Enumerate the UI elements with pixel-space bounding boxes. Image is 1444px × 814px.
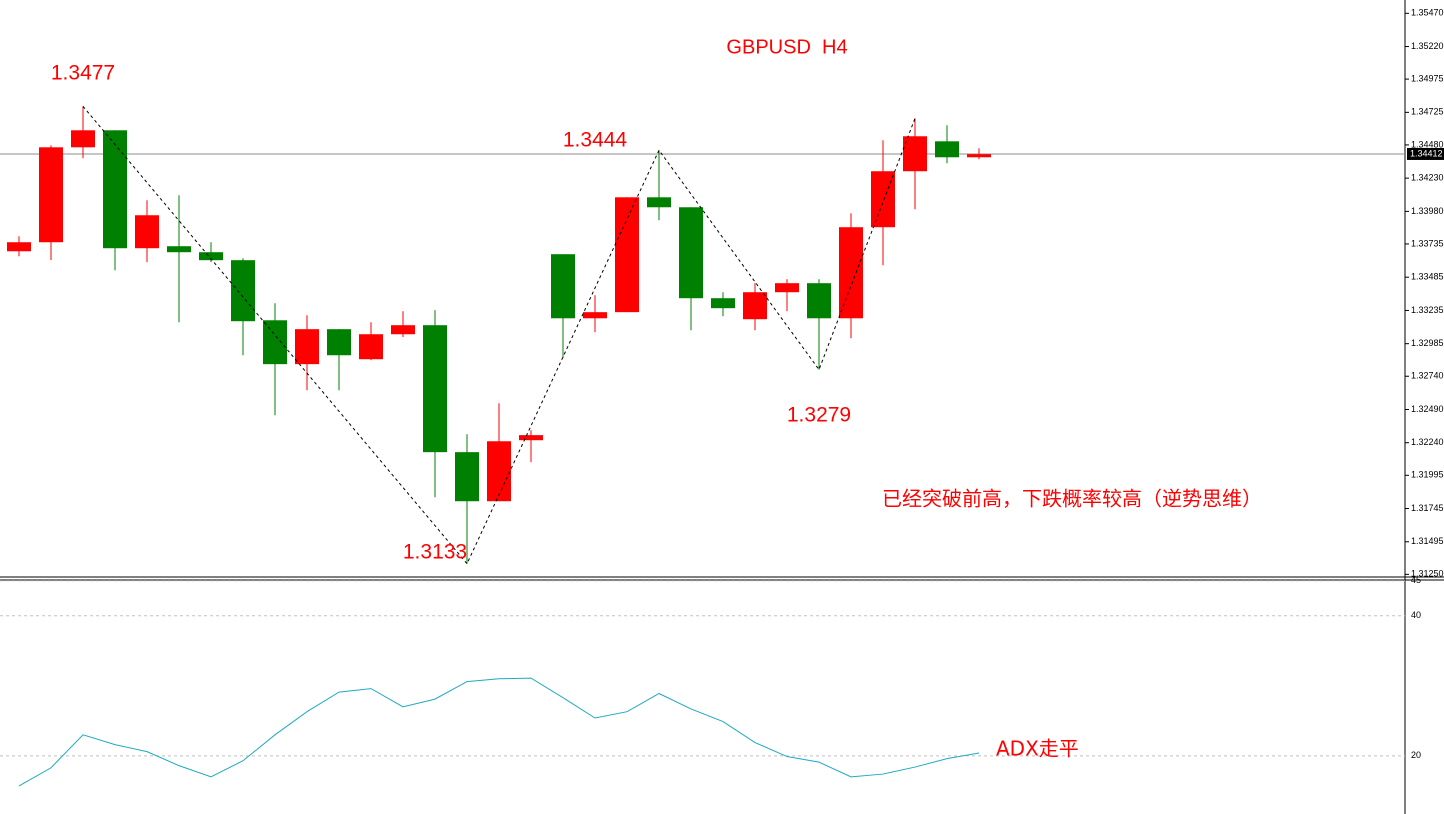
candle-body — [935, 141, 959, 158]
last-price-box — [1407, 147, 1444, 160]
candle-body — [391, 325, 415, 335]
y-tick-label: 1.35470 — [1411, 8, 1444, 18]
candle-body — [167, 246, 191, 253]
candle-body — [647, 197, 671, 208]
candle-body — [39, 147, 63, 243]
chart-title: GBPUSD H4 — [726, 36, 847, 58]
y-tick-label: 1.34480 — [1411, 139, 1444, 149]
y-tick-label: 45 — [1411, 575, 1421, 585]
y-tick-label: 1.31495 — [1411, 536, 1444, 546]
zigzag-label: 1.3444 — [563, 129, 628, 152]
candle-body — [103, 130, 127, 249]
candle-body — [231, 260, 255, 322]
candle-body — [71, 130, 95, 148]
candle-body — [743, 292, 767, 320]
candle-body — [199, 252, 223, 261]
candle-body — [487, 441, 511, 502]
candle-body — [7, 242, 31, 252]
y-tick-label: 1.31250 — [1411, 569, 1444, 579]
y-tick-label: 1.33735 — [1411, 238, 1444, 248]
candle-body — [967, 154, 991, 158]
candle-body — [903, 136, 927, 172]
y-tick-label: 1.34725 — [1411, 107, 1444, 117]
candle-body — [295, 329, 319, 365]
candle-body — [359, 334, 383, 360]
y-tick-label: 1.34975 — [1411, 73, 1444, 83]
adx-line — [18, 677, 980, 787]
candle-body — [327, 329, 351, 356]
y-tick-label: 1.33235 — [1411, 305, 1444, 315]
y-tick-label: 1.32740 — [1411, 371, 1444, 381]
zigzag-label: 1.3279 — [787, 404, 851, 427]
candle-body — [263, 320, 287, 365]
y-tick-label: 1.33980 — [1411, 206, 1444, 216]
candle-body — [519, 435, 543, 441]
candle-body — [775, 283, 799, 293]
candle-body — [135, 215, 159, 249]
annotation: 已经突破前高，下跌概率较高（逆势思维） — [882, 487, 1262, 511]
candle-body — [679, 207, 703, 299]
y-tick-label: 1.31995 — [1411, 470, 1444, 480]
last-price-label: 1.34412 — [1410, 148, 1443, 158]
candle-body — [871, 171, 895, 228]
candle-body — [615, 197, 639, 313]
candle-body — [423, 325, 447, 453]
annotation: ADX走平 — [996, 737, 1079, 761]
candle-body — [583, 312, 607, 319]
y-tick-label: 20 — [1411, 750, 1421, 760]
zigzag-line — [82, 106, 916, 565]
y-tick-label: 1.35220 — [1411, 41, 1444, 51]
y-tick-label: 40 — [1411, 610, 1421, 620]
candle-body — [711, 298, 735, 309]
y-tick-label: 1.33485 — [1411, 272, 1444, 282]
candle-body — [455, 452, 479, 502]
y-tick-label: 1.32490 — [1411, 404, 1444, 414]
y-tick-label: 1.32240 — [1411, 437, 1444, 447]
candle-body — [807, 283, 831, 319]
y-tick-label: 1.31745 — [1411, 503, 1444, 513]
y-tick-label: 1.34230 — [1411, 173, 1444, 183]
zigzag-label: 1.3477 — [51, 62, 115, 85]
candle-body — [551, 254, 575, 319]
zigzag-label: 1.3133 — [403, 541, 467, 564]
candle-body — [839, 227, 863, 319]
y-tick-label: 1.32985 — [1411, 338, 1444, 348]
